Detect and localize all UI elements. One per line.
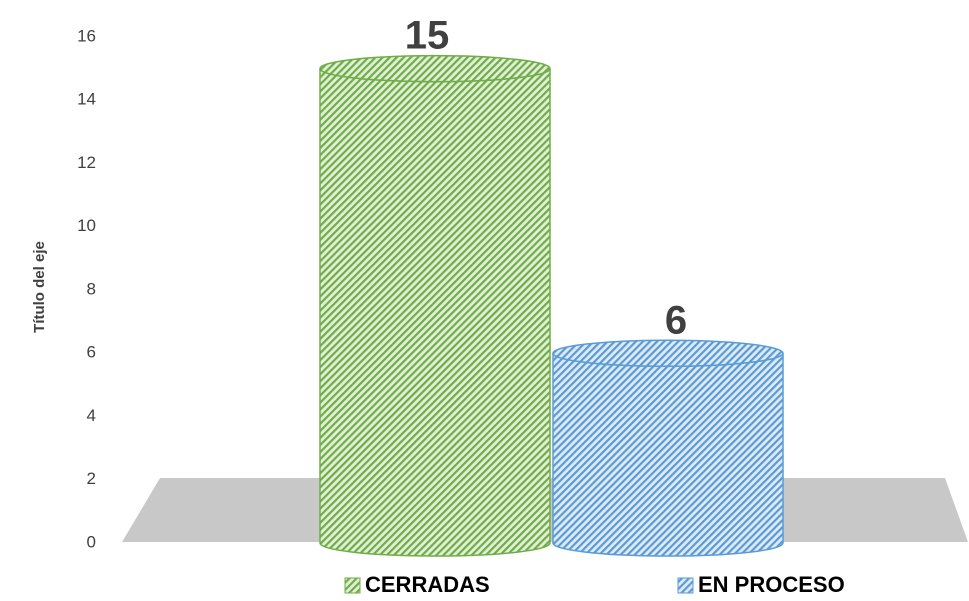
y-tick-label: 8 (87, 279, 96, 298)
bar-en-proceso (552, 339, 784, 557)
cylinder-body (319, 68, 551, 557)
cylinder-top (552, 339, 784, 367)
plot-area (319, 54, 784, 557)
y-tick-label: 0 (87, 532, 96, 551)
y-axis-ticks: 0 2 4 6 8 10 12 14 16 (77, 26, 96, 551)
legend-item: CERRADAS (344, 572, 490, 597)
y-tick-label: 4 (87, 406, 96, 425)
bar-cerradas (319, 54, 551, 557)
legend-swatch (344, 577, 361, 594)
y-tick-label: 12 (77, 153, 96, 172)
data-label: 6 (665, 298, 687, 342)
legend-swatch (677, 577, 694, 594)
y-tick-label: 10 (77, 216, 96, 235)
data-label: 15 (405, 14, 450, 58)
legend-label: CERRADAS (365, 572, 490, 597)
y-tick-label: 6 (87, 343, 96, 362)
cylinder-top (319, 54, 551, 83)
data-labels: 15 6 (405, 14, 687, 343)
legend-item: EN PROCESO (677, 572, 845, 597)
y-tick-label: 2 (87, 469, 96, 488)
y-tick-label: 14 (77, 90, 96, 109)
cylinder-body (552, 353, 784, 557)
y-tick-label: 16 (77, 26, 96, 45)
legend: CERRADAS EN PROCESO (344, 572, 845, 597)
y-axis-title: Título del eje (31, 241, 48, 333)
legend-label: EN PROCESO (698, 572, 845, 597)
